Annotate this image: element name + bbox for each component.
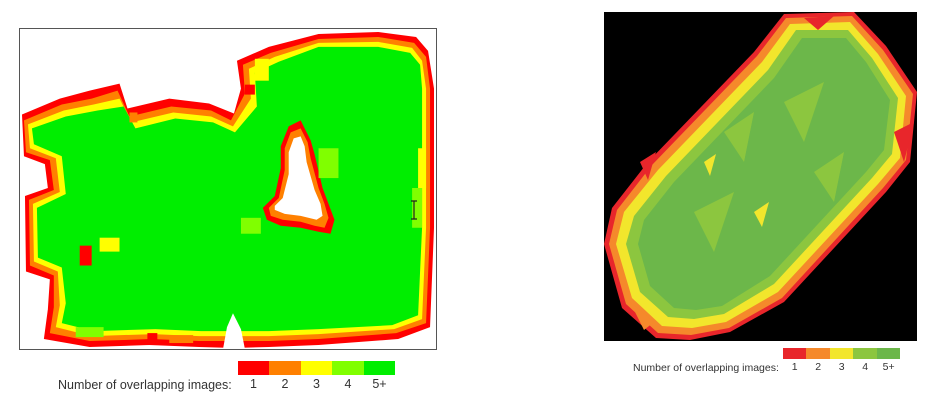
right-coverage-panel bbox=[604, 12, 917, 341]
left-legend-swatch-5 bbox=[363, 361, 396, 375]
right-map-facet bbox=[640, 152, 656, 180]
right-map-facet bbox=[894, 122, 914, 162]
left-legend-swatch-3 bbox=[300, 361, 333, 375]
left-map-layers bbox=[20, 31, 435, 349]
right-legend-label-5: 5+ bbox=[882, 361, 895, 373]
left-map-patch bbox=[412, 188, 423, 228]
right-legend-label-2: 2 bbox=[815, 361, 822, 373]
left-map-patch bbox=[79, 245, 92, 266]
right-legend-swatch-2 bbox=[806, 348, 830, 359]
left-map-patch bbox=[129, 112, 138, 123]
left-map-patch bbox=[240, 217, 261, 234]
left-legend-swatch-2 bbox=[269, 361, 301, 375]
left-legend-swatches bbox=[237, 361, 396, 375]
left-legend-labels: 1 2 3 4 5+ bbox=[238, 375, 396, 391]
right-map-facet bbox=[804, 16, 834, 30]
right-legend-label-3: 3 bbox=[838, 361, 845, 373]
left-coverage-panel bbox=[19, 28, 437, 350]
left-map-notch-1 bbox=[20, 164, 46, 194]
left-map-patch bbox=[147, 333, 158, 346]
left-map-patch bbox=[99, 237, 120, 252]
left-map-patch bbox=[418, 148, 427, 189]
right-map-facet bbox=[754, 202, 769, 227]
left-legend-swatch-4 bbox=[332, 361, 364, 375]
left-legend-label-5: 5+ bbox=[372, 377, 387, 391]
left-legend-label-3: 3 bbox=[312, 377, 320, 391]
right-legend-label-1: 1 bbox=[791, 361, 798, 373]
right-legend-swatch-4 bbox=[853, 348, 877, 359]
left-legend-swatch-1 bbox=[237, 361, 270, 375]
right-overlap-map bbox=[604, 12, 917, 341]
left-map-patch bbox=[244, 84, 255, 95]
right-map-area-green bbox=[638, 38, 890, 310]
left-map-notch-bottom bbox=[223, 313, 245, 349]
right-legend: Number of overlapping images: 1 2 3 4 5+ bbox=[633, 348, 901, 374]
right-legend-swatch-1 bbox=[782, 348, 807, 359]
right-legend-title: Number of overlapping images: bbox=[633, 362, 779, 374]
right-legend-swatch-5 bbox=[876, 348, 901, 359]
right-legend-labels: 1 2 3 4 5+ bbox=[783, 359, 901, 373]
left-legend-scale: 1 2 3 4 5+ bbox=[237, 361, 396, 391]
left-legend-label-4: 4 bbox=[344, 377, 352, 391]
right-map-facet bbox=[814, 152, 844, 202]
left-map-hole bbox=[274, 136, 323, 220]
text-cursor-icon bbox=[411, 200, 417, 220]
right-map-facet bbox=[630, 302, 654, 330]
left-legend: Number of overlapping images: 1 2 3 4 5+ bbox=[58, 361, 396, 392]
left-map-notch-2 bbox=[20, 273, 48, 312]
left-map-patch bbox=[254, 58, 269, 81]
right-legend-swatches bbox=[782, 348, 901, 359]
right-map-facet bbox=[724, 112, 754, 162]
left-map-patch bbox=[169, 335, 194, 344]
left-legend-label-1: 1 bbox=[249, 377, 257, 391]
left-map-patch bbox=[75, 327, 104, 338]
left-overlap-map bbox=[19, 28, 437, 350]
left-map-area-green bbox=[31, 46, 423, 332]
right-map-facet bbox=[694, 192, 734, 252]
left-legend-title: Number of overlapping images: bbox=[58, 378, 232, 392]
right-map-facet bbox=[784, 82, 824, 142]
right-legend-label-4: 4 bbox=[862, 361, 869, 373]
right-map-layers bbox=[604, 12, 917, 340]
left-map-patch bbox=[318, 148, 339, 179]
left-legend-label-2: 2 bbox=[281, 377, 289, 391]
right-map-facet bbox=[704, 154, 716, 176]
right-legend-scale: 1 2 3 4 5+ bbox=[782, 348, 901, 373]
right-legend-swatch-3 bbox=[829, 348, 854, 359]
